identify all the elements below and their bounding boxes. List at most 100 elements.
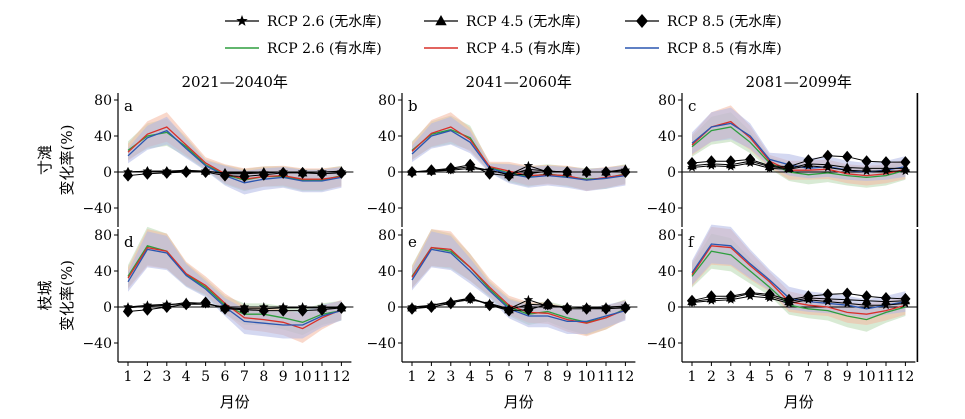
y-tick-label: 40: [378, 264, 396, 280]
x-tick-label: 2: [143, 369, 152, 385]
x-tick-label: 4: [466, 369, 475, 385]
x-tick-label: 1: [408, 369, 417, 385]
x-tick-label: 9: [279, 369, 288, 385]
x-axis-title: 月份: [784, 393, 814, 411]
y-tick-label: 0: [103, 300, 112, 316]
band-blue: [692, 225, 905, 319]
x-tick-label: 7: [524, 369, 533, 385]
y-tick-label: 80: [658, 93, 676, 109]
legend-label: RCP 4.5 (无水库): [466, 14, 581, 30]
y-tick-label: 40: [658, 129, 676, 145]
band-blue: [128, 117, 341, 195]
y-tick-label: 80: [378, 93, 396, 109]
panel-letter: c: [688, 97, 696, 115]
x-tick-label: 12: [616, 369, 634, 385]
y-tick-label: −40: [82, 336, 112, 352]
y-tick-label: 80: [378, 228, 396, 244]
data-point-diamond-icon: [181, 298, 191, 310]
panels: −4004080 a−4004080 b−4004080 c−4004080 d1 2 3 4…: [82, 93, 917, 385]
figure: RCP 2.6 (无水库) RCP 4.5 (无水库) RCP 8.5 (无水库) R…: [0, 0, 965, 419]
y-tick-label: −40: [646, 201, 676, 217]
y-tick-label: 80: [94, 93, 112, 109]
x-tick-label: 11: [313, 369, 331, 385]
x-tick-label: 10: [578, 369, 596, 385]
x-tick-label: 6: [221, 369, 230, 385]
x-tick-label: 8: [259, 369, 268, 385]
x-tick-label: 7: [804, 369, 813, 385]
y-tick-label: 40: [94, 129, 112, 145]
y-tick-label: −40: [366, 201, 396, 217]
legend-marker-diamond-icon: [636, 14, 648, 28]
x-tick-label: 9: [843, 369, 852, 385]
legend-marker-star-icon: [236, 15, 247, 26]
data-point-diamond-icon: [181, 166, 191, 178]
column-titles: 2021—2040年 2041—2060年 2081—2099年: [182, 73, 852, 91]
row-ylabel: 变化率(%): [58, 260, 76, 331]
legend: RCP 2.6 (无水库) RCP 4.5 (无水库) RCP 8.5 (无水库) R…: [225, 14, 782, 57]
panel-letter: b: [408, 97, 418, 115]
data-point-diamond-icon: [407, 166, 417, 178]
x-tick-label: 3: [446, 369, 455, 385]
x-tick-label: 3: [162, 369, 171, 385]
y-tick-label: 40: [94, 264, 112, 280]
panel-a: −4004080 a: [82, 93, 353, 227]
column-title: 2041—2060年: [466, 73, 572, 91]
y-tick-label: 0: [667, 300, 676, 316]
data-point-diamond-icon: [407, 303, 417, 315]
y-tick-label: 0: [387, 165, 396, 181]
y-tick-label: 40: [378, 129, 396, 145]
legend-label: RCP 4.5 (有水库): [466, 41, 581, 57]
x-tick-label: 5: [485, 369, 494, 385]
row-ylabel: 变化率(%): [58, 125, 76, 196]
x-tick-label: 5: [201, 369, 210, 385]
y-tick-label: 0: [387, 300, 396, 316]
x-tick-label: 1: [124, 369, 133, 385]
x-tick-label: 5: [765, 369, 774, 385]
x-tick-label: 7: [240, 369, 249, 385]
x-tick-label: 12: [332, 369, 350, 385]
x-tick-label: 1: [688, 369, 697, 385]
y-tick-label: 0: [103, 165, 112, 181]
y-tick-label: 80: [94, 228, 112, 244]
row-labels: 寸滩 变化率(%)枝城 变化率(%): [36, 125, 76, 331]
legend-marker-triangle-icon: [435, 15, 446, 25]
x-tick-label: 2: [427, 369, 436, 385]
x-tick-label: 10: [858, 369, 876, 385]
x-tick-label: 6: [785, 369, 794, 385]
y-tick-label: 40: [658, 264, 676, 280]
legend-label: RCP 2.6 (有水库): [267, 41, 382, 57]
legend-label: RCP 8.5 (无水库): [667, 14, 782, 30]
x-tick-label: 3: [726, 369, 735, 385]
x-tick-label: 12: [896, 369, 914, 385]
data-point-diamond-icon: [426, 301, 436, 313]
x-tick-label: 2: [707, 369, 716, 385]
x-tick-label: 11: [877, 369, 895, 385]
x-tick-label: 6: [505, 369, 514, 385]
data-point-diamond-icon: [162, 167, 172, 179]
row-station-label: 寸滩: [36, 145, 54, 175]
legend-label: RCP 2.6 (无水库): [267, 14, 382, 30]
data-point-diamond-icon: [465, 292, 475, 304]
x-axis-title: 月份: [504, 393, 534, 411]
column-title: 2081—2099年: [746, 73, 852, 91]
y-tick-label: 80: [658, 228, 676, 244]
row-station-label: 枝城: [36, 280, 54, 310]
x-tick-label: 4: [182, 369, 191, 385]
panel-letter: d: [124, 233, 134, 251]
x-axis-title: 月份: [220, 393, 250, 411]
panel-c: −40 0 40 80 c: [646, 93, 917, 227]
panel-b: −40 0 40 80 b: [366, 93, 637, 227]
y-tick-label: 0: [667, 165, 676, 181]
y-tick-label: −40: [646, 336, 676, 352]
y-tick-label: −40: [82, 201, 112, 217]
x-axis-labels: 月份 月份 月份: [220, 393, 814, 411]
x-tick-label: 8: [823, 369, 832, 385]
x-tick-label: 11: [597, 369, 615, 385]
column-title: 2021—2040年: [182, 73, 288, 91]
x-tick-label: 8: [543, 369, 552, 385]
x-tick-label: 9: [563, 369, 572, 385]
panel-letter: e: [408, 233, 417, 251]
x-tick-label: 4: [746, 369, 755, 385]
